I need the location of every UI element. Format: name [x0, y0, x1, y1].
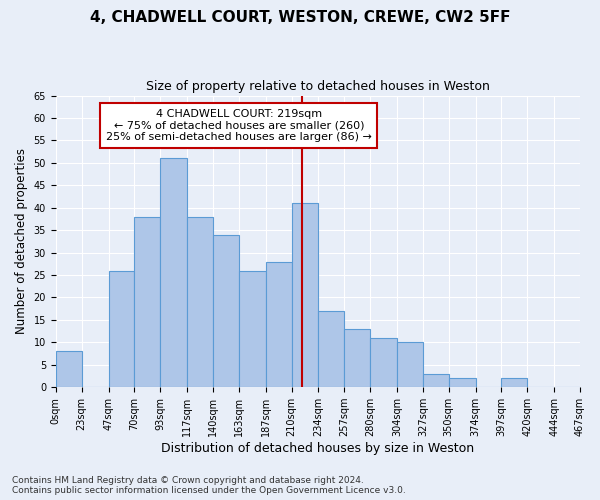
Text: 4 CHADWELL COURT: 219sqm
← 75% of detached houses are smaller (260)
25% of semi-: 4 CHADWELL COURT: 219sqm ← 75% of detach…	[106, 109, 371, 142]
Text: Contains HM Land Registry data © Crown copyright and database right 2024.
Contai: Contains HM Land Registry data © Crown c…	[12, 476, 406, 495]
Bar	[213, 234, 239, 387]
Title: Size of property relative to detached houses in Weston: Size of property relative to detached ho…	[146, 80, 490, 93]
Bar	[319, 311, 344, 387]
Bar	[292, 203, 319, 387]
Bar	[449, 378, 476, 387]
Bar	[397, 342, 423, 387]
Bar	[423, 374, 449, 387]
Bar	[266, 262, 292, 387]
X-axis label: Distribution of detached houses by size in Weston: Distribution of detached houses by size …	[161, 442, 475, 455]
Bar	[56, 352, 82, 387]
Bar	[239, 270, 266, 387]
Bar	[187, 216, 213, 387]
Bar	[134, 216, 160, 387]
Bar	[109, 270, 134, 387]
Bar	[344, 329, 370, 387]
Text: 4, CHADWELL COURT, WESTON, CREWE, CW2 5FF: 4, CHADWELL COURT, WESTON, CREWE, CW2 5F…	[90, 10, 510, 25]
Bar	[502, 378, 527, 387]
Y-axis label: Number of detached properties: Number of detached properties	[15, 148, 28, 334]
Bar	[370, 338, 397, 387]
Bar	[160, 158, 187, 387]
